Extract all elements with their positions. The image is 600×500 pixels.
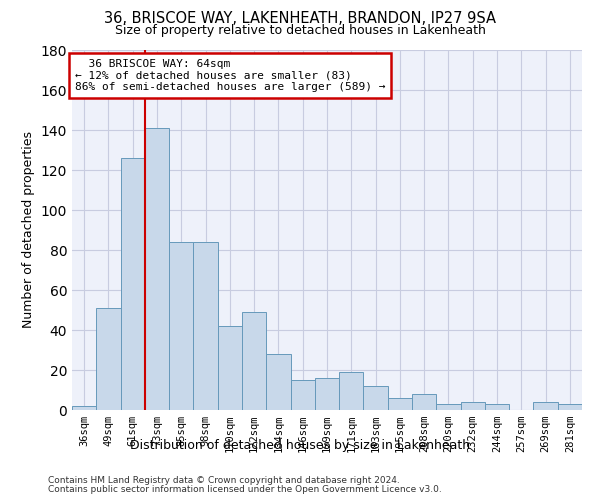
Bar — [96, 308, 121, 410]
Text: 36 BRISCOE WAY: 64sqm
← 12% of detached houses are smaller (83)
86% of semi-deta: 36 BRISCOE WAY: 64sqm ← 12% of detached … — [74, 59, 385, 92]
Bar — [412, 394, 436, 410]
Text: 36, BRISCOE WAY, LAKENHEATH, BRANDON, IP27 9SA: 36, BRISCOE WAY, LAKENHEATH, BRANDON, IP… — [104, 11, 496, 26]
Bar — [485, 404, 509, 410]
Bar — [436, 404, 461, 410]
Bar — [169, 242, 193, 410]
Bar — [72, 406, 96, 410]
Bar — [290, 380, 315, 410]
Bar — [145, 128, 169, 410]
Bar — [461, 402, 485, 410]
Bar — [339, 372, 364, 410]
Bar — [315, 378, 339, 410]
Bar — [364, 386, 388, 410]
Bar — [242, 312, 266, 410]
Bar — [121, 158, 145, 410]
Text: Contains public sector information licensed under the Open Government Licence v3: Contains public sector information licen… — [48, 485, 442, 494]
Bar — [218, 326, 242, 410]
Text: Distribution of detached houses by size in Lakenheath: Distribution of detached houses by size … — [130, 440, 470, 452]
Bar — [533, 402, 558, 410]
Bar — [558, 404, 582, 410]
Text: Size of property relative to detached houses in Lakenheath: Size of property relative to detached ho… — [115, 24, 485, 37]
Y-axis label: Number of detached properties: Number of detached properties — [22, 132, 35, 328]
Bar — [266, 354, 290, 410]
Bar — [193, 242, 218, 410]
Text: Contains HM Land Registry data © Crown copyright and database right 2024.: Contains HM Land Registry data © Crown c… — [48, 476, 400, 485]
Bar — [388, 398, 412, 410]
